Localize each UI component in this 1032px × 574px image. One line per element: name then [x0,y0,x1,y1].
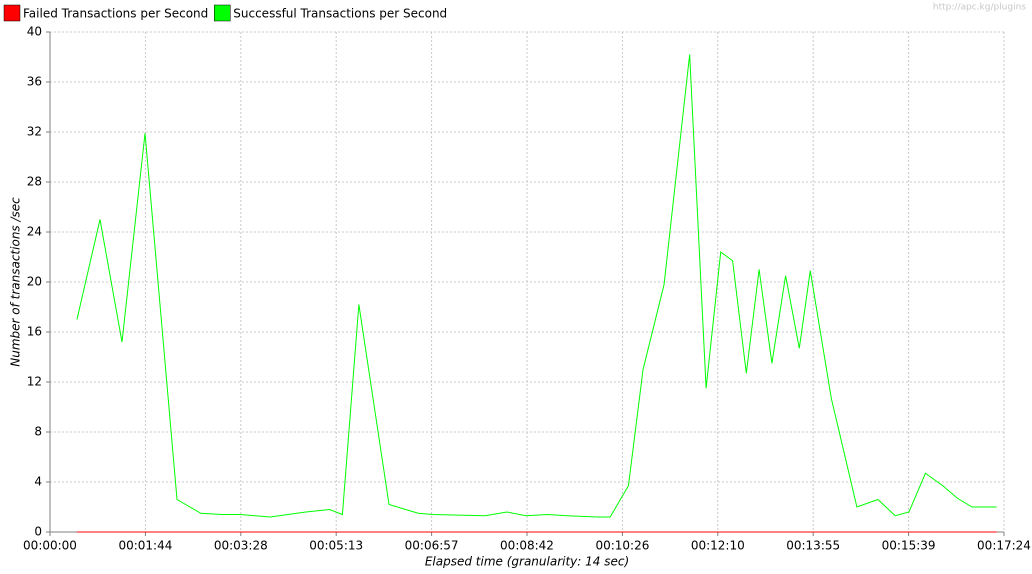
series-line [76,54,997,518]
y-tick-label: 0 [34,525,42,539]
x-tick-label: 00:06:57 [405,539,459,553]
y-tick-label: 32 [27,125,42,139]
x-tick-label: 00:13:55 [786,539,840,553]
y-tick-label: 20 [27,275,42,289]
y-tick-label: 12 [27,375,42,389]
x-tick-label: 00:17:24 [977,539,1031,553]
x-tick-label: 00:00:00 [23,539,77,553]
y-tick-label: 40 [27,25,42,39]
legend-swatch [214,4,231,22]
y-tick-label: 28 [27,175,42,189]
legend-label: Failed Transactions per Second [23,7,208,21]
x-tick-label: 00:10:26 [595,539,649,553]
x-tick-label: 00:03:28 [214,539,268,553]
legend-swatch [3,4,21,22]
y-axis-title: Number of transactions /sec [9,197,23,367]
x-tick-label: 00:15:39 [882,539,936,553]
legend-label: Successful Transactions per Second [233,7,447,21]
x-axis-title: Elapsed time (granularity: 14 sec) [425,555,629,569]
watermark: http://apc.kg/plugins [933,3,1026,13]
x-tick-label: 00:08:42 [500,539,554,553]
y-tick-label: 4 [34,475,42,489]
y-tick-label: 24 [27,225,42,239]
y-tick-label: 36 [27,75,42,89]
y-tick-label: 8 [34,425,42,439]
x-tick-label: 00:12:10 [691,539,745,553]
x-tick-label: 00:05:13 [309,539,363,553]
y-tick-label: 16 [27,325,42,339]
x-tick-label: 00:01:44 [118,539,172,553]
